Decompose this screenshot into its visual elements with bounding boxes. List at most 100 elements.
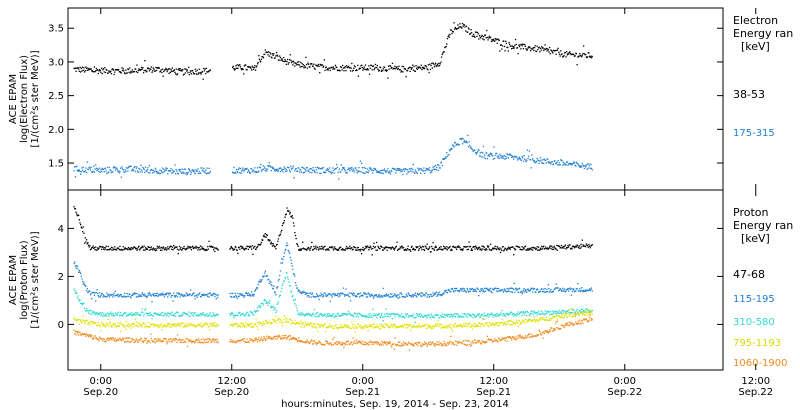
data-point xyxy=(333,172,335,174)
data-point xyxy=(247,294,249,296)
data-point xyxy=(427,294,430,296)
data-point xyxy=(74,261,76,263)
data-point xyxy=(437,249,439,251)
data-point xyxy=(199,322,202,325)
data-point xyxy=(178,323,180,325)
data-point xyxy=(432,242,434,244)
data-point xyxy=(140,164,142,166)
data-point xyxy=(317,323,320,325)
data-point xyxy=(573,161,575,163)
data-point xyxy=(501,315,504,317)
data-point xyxy=(104,168,107,170)
data-point xyxy=(207,341,209,343)
data-point xyxy=(445,157,447,159)
data-point xyxy=(367,313,369,316)
data-point xyxy=(389,293,392,295)
data-point xyxy=(377,68,379,70)
data-point xyxy=(161,292,164,294)
data-point xyxy=(408,294,411,296)
data-point xyxy=(143,313,145,315)
data-point xyxy=(465,315,468,317)
data-point xyxy=(383,247,385,249)
data-point xyxy=(356,327,358,329)
data-point xyxy=(546,50,548,52)
data-point xyxy=(116,69,118,71)
data-point xyxy=(281,321,283,323)
data-point xyxy=(213,325,215,327)
data-point xyxy=(125,328,127,330)
data-point xyxy=(201,324,204,327)
data-point xyxy=(476,287,479,290)
data-point xyxy=(283,252,285,254)
data-point xyxy=(587,56,589,58)
data-point xyxy=(483,312,485,315)
data-point xyxy=(271,243,273,245)
data-point xyxy=(209,246,211,248)
data-point xyxy=(187,71,189,74)
data-point xyxy=(161,294,163,296)
data-point xyxy=(318,298,320,300)
data-point xyxy=(207,295,209,297)
data-point xyxy=(236,297,238,299)
data-point xyxy=(308,66,310,68)
data-point xyxy=(587,290,589,292)
data-point xyxy=(91,70,93,72)
data-point xyxy=(288,321,290,323)
data-point xyxy=(251,294,253,296)
data-point xyxy=(323,314,325,316)
data-point xyxy=(535,291,537,293)
data-point xyxy=(401,325,403,327)
data-point xyxy=(104,341,106,343)
data-point xyxy=(102,315,104,317)
data-point xyxy=(532,314,534,316)
data-point xyxy=(328,292,331,295)
data-point xyxy=(173,323,175,325)
data-point xyxy=(298,167,300,169)
data-point xyxy=(251,339,253,341)
data-point xyxy=(318,167,320,169)
data-point xyxy=(353,169,355,171)
data-point xyxy=(539,247,542,249)
data-point xyxy=(239,324,241,327)
data-point xyxy=(202,325,204,327)
data-point xyxy=(486,158,489,160)
data-point xyxy=(199,72,201,74)
data-point xyxy=(205,314,208,316)
data-point xyxy=(444,46,447,48)
data-point xyxy=(76,265,78,268)
data-point xyxy=(283,166,285,168)
data-point xyxy=(268,282,270,285)
data-point xyxy=(518,158,520,160)
data-point xyxy=(149,293,151,295)
data-point xyxy=(271,166,273,168)
data-point xyxy=(442,325,445,327)
data-point xyxy=(152,172,154,174)
data-point xyxy=(581,312,583,315)
data-point xyxy=(366,316,368,318)
data-point xyxy=(76,215,78,217)
data-point xyxy=(188,73,190,76)
data-point xyxy=(377,245,379,247)
data-point xyxy=(114,326,116,328)
data-point xyxy=(86,288,88,290)
data-point xyxy=(413,65,415,68)
data-point xyxy=(213,323,215,325)
data-point xyxy=(416,313,418,315)
data-point xyxy=(462,316,464,318)
data-point xyxy=(523,43,525,46)
data-point xyxy=(362,172,364,174)
data-point xyxy=(375,295,377,297)
data-point xyxy=(583,245,585,247)
data-point xyxy=(389,247,392,249)
data-point xyxy=(283,57,285,59)
data-point xyxy=(290,259,292,261)
data-point xyxy=(271,284,273,287)
data-point xyxy=(165,340,168,342)
data-point xyxy=(527,311,529,314)
data-point xyxy=(78,219,80,221)
data-point xyxy=(446,315,449,317)
data-point xyxy=(444,158,446,160)
data-point xyxy=(569,314,571,316)
data-point xyxy=(155,313,157,315)
data-point xyxy=(384,294,386,296)
